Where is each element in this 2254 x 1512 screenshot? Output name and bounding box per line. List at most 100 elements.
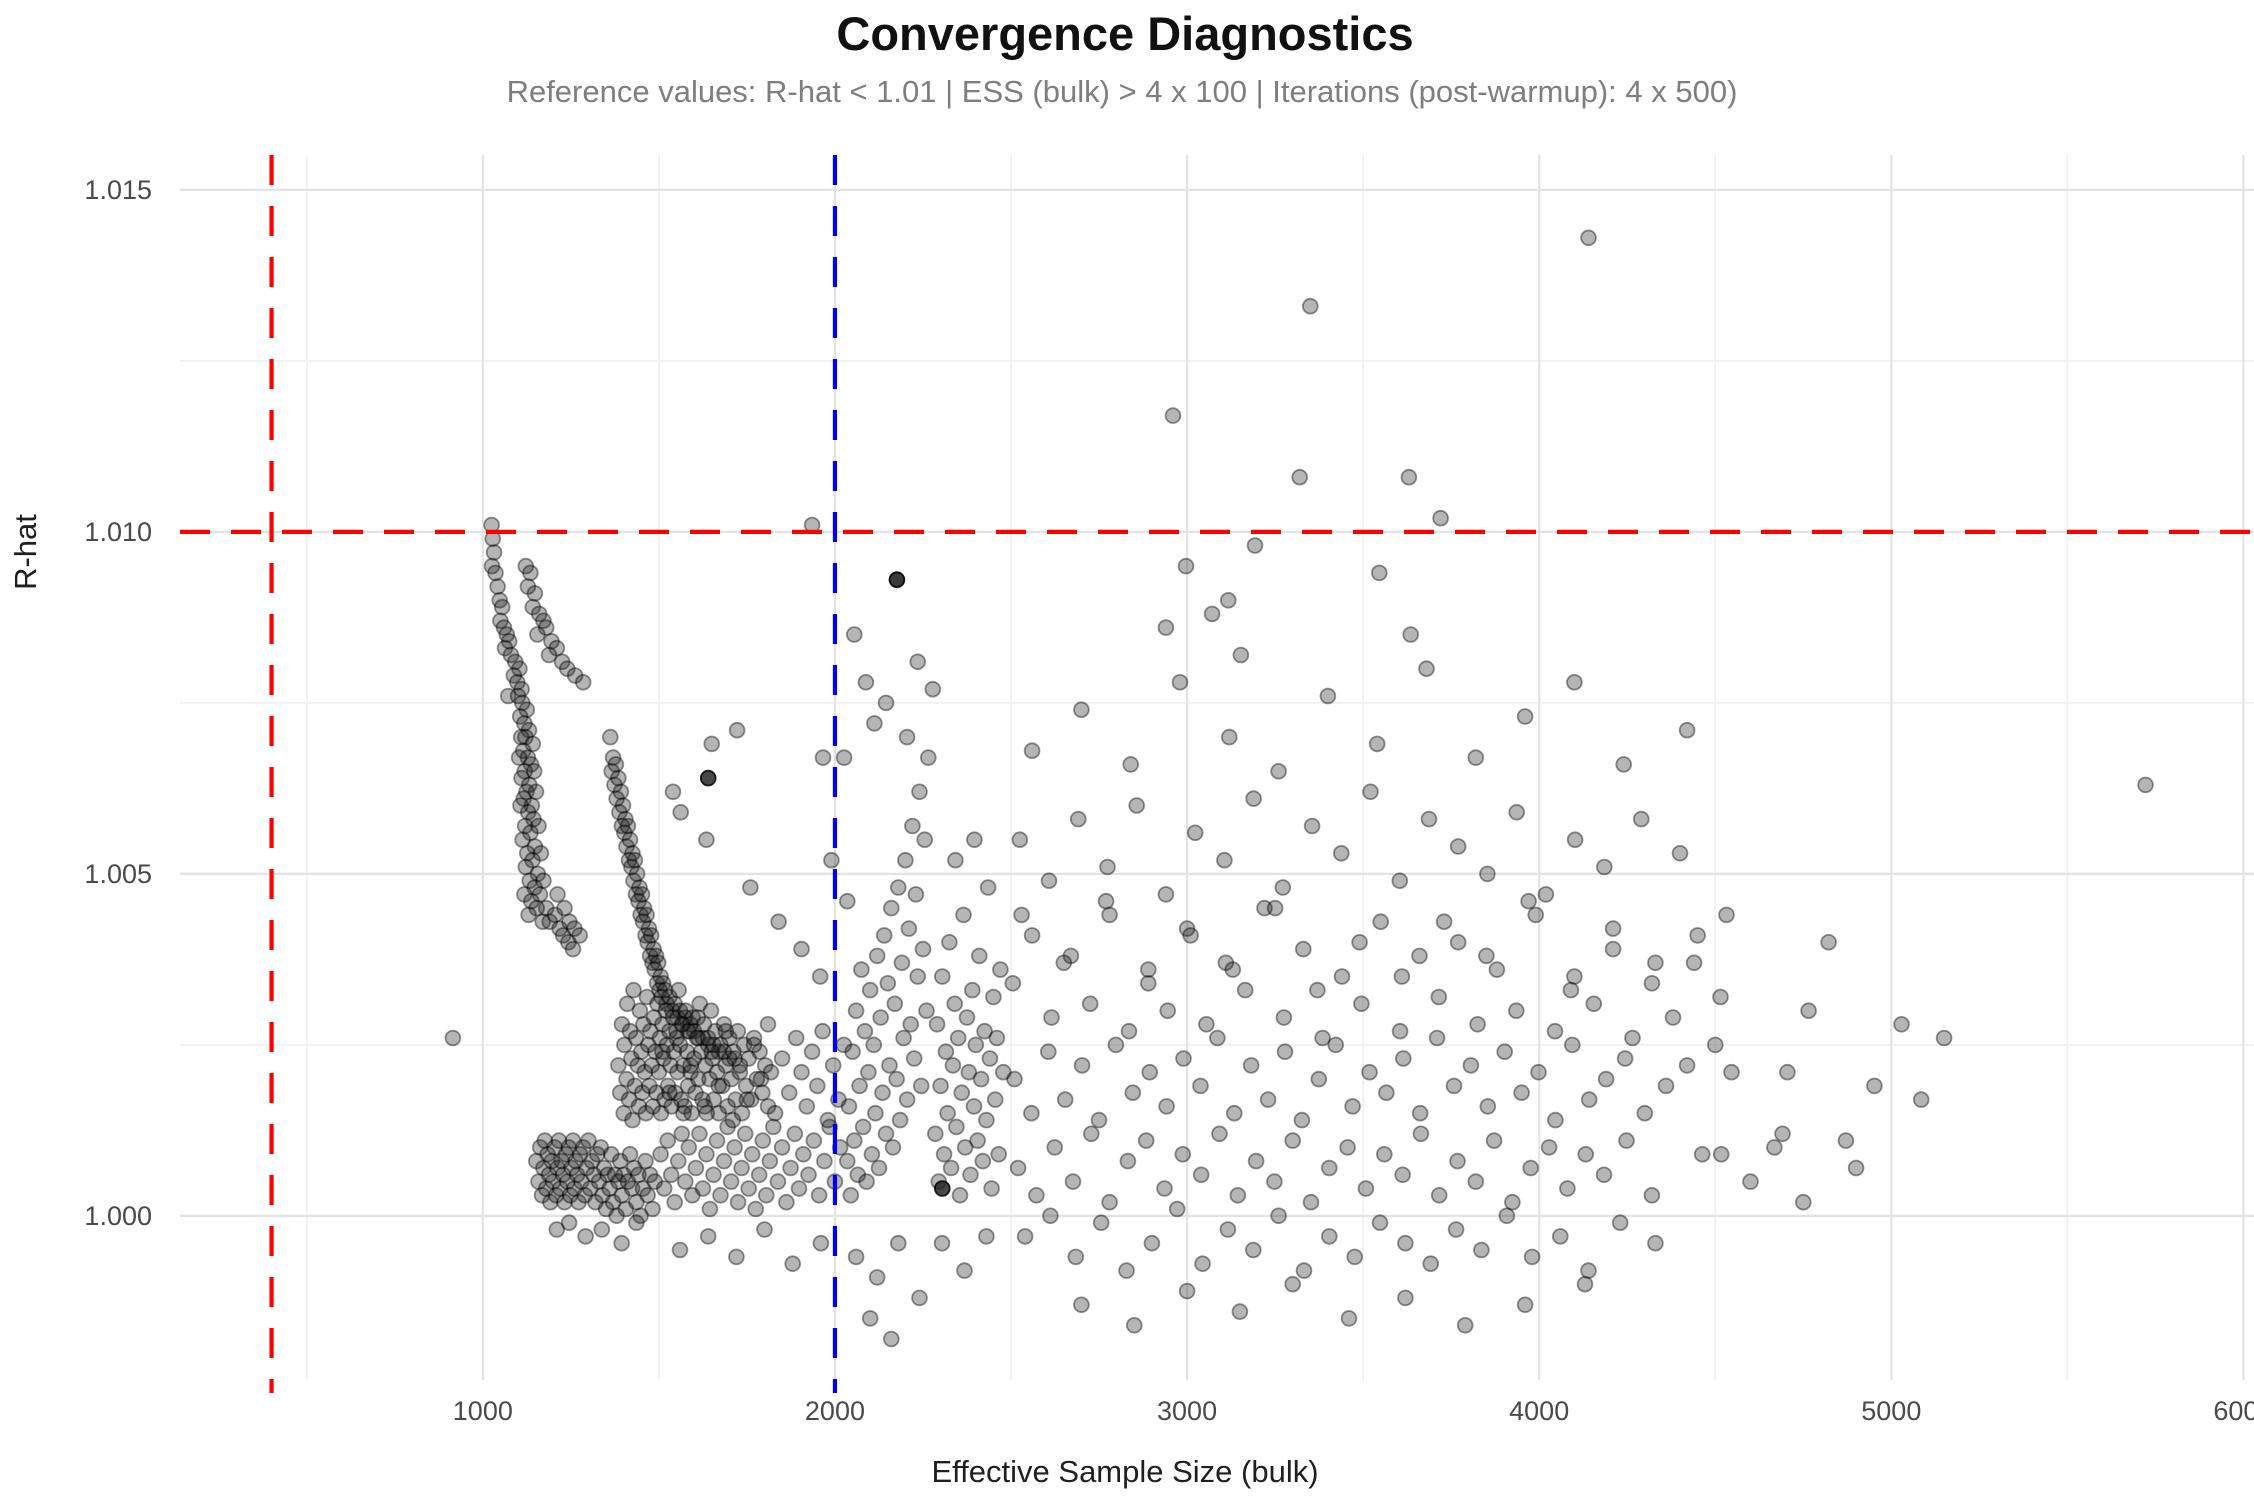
data-point xyxy=(558,660,576,677)
data-point xyxy=(1097,892,1115,910)
data-point xyxy=(731,1057,749,1074)
data-point xyxy=(838,1152,856,1170)
data-point xyxy=(647,1043,664,1060)
data-point xyxy=(510,749,528,766)
data-point xyxy=(619,817,637,835)
data-point xyxy=(685,1022,703,1040)
data-point xyxy=(731,1063,749,1081)
data-point xyxy=(958,1009,976,1026)
data-point xyxy=(530,605,548,623)
data-point xyxy=(953,1084,970,1101)
data-point xyxy=(710,1077,727,1095)
data-point xyxy=(571,1146,589,1163)
data-point xyxy=(858,1173,875,1190)
data-point xyxy=(738,1091,756,1108)
data-point xyxy=(849,1166,867,1184)
data-point xyxy=(897,851,914,869)
data-point xyxy=(1229,1187,1247,1204)
data-point xyxy=(962,1166,979,1184)
data-point xyxy=(604,1193,622,1211)
data-point xyxy=(907,886,925,903)
data-point xyxy=(1435,913,1453,930)
data-point xyxy=(884,1139,902,1156)
data-point xyxy=(1245,1241,1262,1259)
data-point xyxy=(874,1084,891,1101)
data-point xyxy=(652,1104,670,1122)
data-point xyxy=(728,721,746,739)
data-point xyxy=(1302,297,1319,315)
data-point xyxy=(1333,968,1351,985)
data-point xyxy=(655,1050,672,1067)
data-point xyxy=(618,838,635,855)
data-point xyxy=(877,694,895,712)
data-point xyxy=(1402,626,1419,643)
data-point xyxy=(1192,1077,1209,1095)
data-point xyxy=(1295,940,1312,958)
data-point xyxy=(1766,1139,1783,1156)
data-point xyxy=(1527,906,1544,924)
data-point xyxy=(684,1009,701,1026)
data-point xyxy=(517,858,535,876)
data-point xyxy=(1611,1214,1629,1231)
data-point xyxy=(524,598,542,616)
data-point xyxy=(1055,954,1073,972)
data-point xyxy=(665,1043,683,1060)
data-point xyxy=(1092,1214,1110,1231)
data-point xyxy=(1552,1228,1569,1245)
data-point xyxy=(618,995,636,1013)
data-point xyxy=(1143,1234,1161,1252)
data-point xyxy=(654,974,672,992)
data-point xyxy=(511,708,529,725)
data-point xyxy=(1395,1050,1412,1067)
data-point xyxy=(1236,981,1254,999)
data-point xyxy=(713,1077,731,1095)
data-point xyxy=(671,1002,689,1019)
data-point xyxy=(762,1063,780,1081)
data-point xyxy=(976,1022,993,1040)
data-point xyxy=(516,762,533,780)
data-point xyxy=(1362,783,1379,801)
data-point xyxy=(523,892,540,910)
data-point xyxy=(1158,1098,1175,1115)
data-point xyxy=(857,673,875,691)
data-point xyxy=(668,1022,685,1040)
data-point xyxy=(703,1043,720,1060)
data-point xyxy=(647,947,665,965)
data-point xyxy=(516,886,533,903)
data-point xyxy=(868,1269,886,1286)
data-point xyxy=(517,728,534,746)
data-point xyxy=(823,851,840,869)
data-point xyxy=(790,1180,808,1197)
data-point xyxy=(566,1180,583,1197)
data-point xyxy=(1122,756,1139,773)
data-point xyxy=(1707,1036,1724,1054)
data-point xyxy=(630,892,647,910)
data-point xyxy=(1420,810,1438,828)
data-point xyxy=(521,872,538,889)
data-point xyxy=(1456,1317,1474,1334)
data-point xyxy=(1178,1282,1196,1300)
data-point xyxy=(662,1057,679,1074)
data-point xyxy=(675,1104,692,1122)
data-point xyxy=(1596,858,1613,876)
data-point xyxy=(1580,1262,1597,1279)
data-point xyxy=(661,1022,678,1040)
data-point xyxy=(629,1057,647,1074)
data-point xyxy=(699,1228,717,1245)
data-point xyxy=(1496,1043,1513,1060)
data-point xyxy=(630,1166,647,1184)
data-point xyxy=(1537,886,1555,903)
data-point xyxy=(651,981,668,999)
data-point xyxy=(610,1173,627,1190)
data-point xyxy=(527,1152,545,1170)
data-point xyxy=(682,1016,699,1033)
data-point xyxy=(1432,509,1449,527)
data-point xyxy=(1293,1111,1311,1129)
data-point xyxy=(682,1057,699,1074)
data-point xyxy=(543,632,560,650)
data-point xyxy=(960,1063,978,1081)
data-point xyxy=(992,961,1009,978)
data-point xyxy=(564,1132,582,1149)
data-point xyxy=(601,1180,618,1197)
data-point xyxy=(1141,1063,1158,1081)
